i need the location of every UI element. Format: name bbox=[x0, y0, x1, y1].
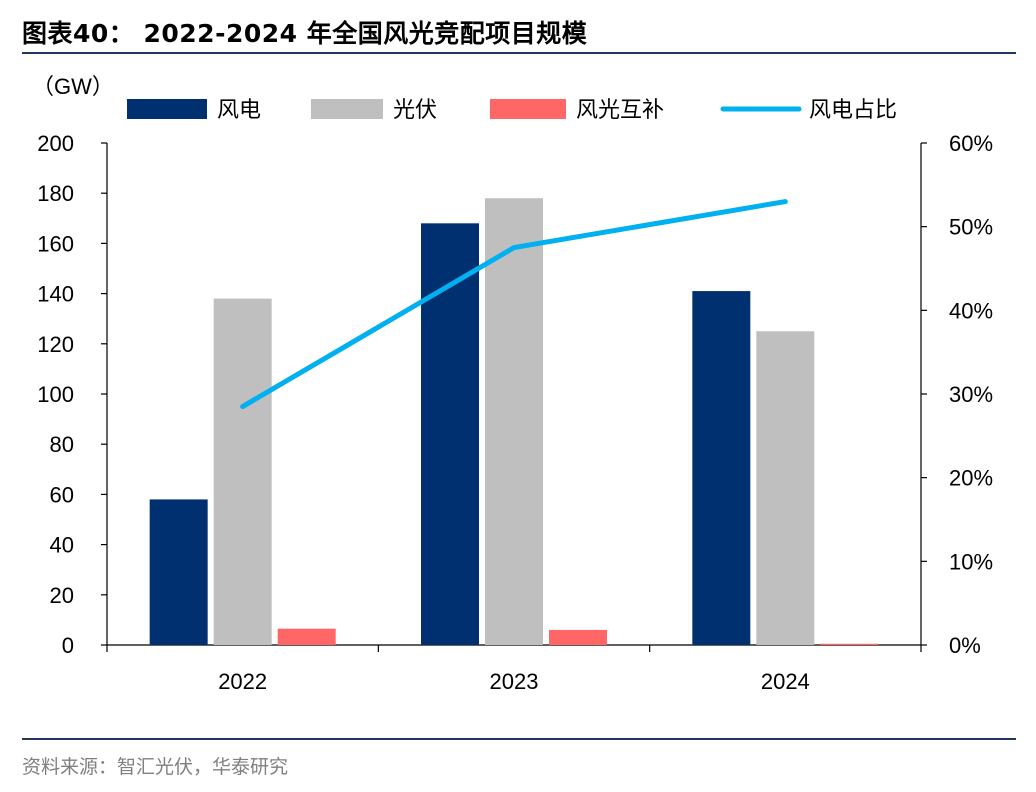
left-tick-label: 160 bbox=[37, 231, 74, 256]
legend-swatch-风电 bbox=[127, 99, 207, 119]
x-tick-label: 2023 bbox=[490, 669, 539, 694]
right-tick-label: 20% bbox=[949, 466, 993, 491]
right-tick-label: 30% bbox=[949, 382, 993, 407]
title-divider bbox=[22, 52, 1016, 54]
x-tick-label: 2024 bbox=[761, 669, 810, 694]
source-note: 资料来源：智汇光伏，华泰研究 bbox=[22, 756, 289, 778]
bar-光伏-2023 bbox=[485, 198, 543, 645]
legend: 风电 光伏 风光互补 风电占比 bbox=[127, 97, 897, 122]
legend-label-光伏: 光伏 bbox=[393, 97, 437, 122]
left-tick-label: 0 bbox=[62, 633, 74, 658]
bar-光伏-2022 bbox=[213, 298, 272, 645]
right-tick-label: 40% bbox=[949, 298, 993, 323]
x-tick-label: 2022 bbox=[218, 669, 267, 694]
legend-label-风光互补: 风光互补 bbox=[576, 97, 664, 122]
bar-风电-2024 bbox=[692, 291, 751, 645]
right-tick-label: 0% bbox=[949, 633, 981, 658]
lines bbox=[240, 199, 788, 410]
right-tick-label: 60% bbox=[949, 131, 993, 156]
left-tick-label: 40 bbox=[50, 533, 74, 558]
right-tick-label: 10% bbox=[949, 549, 993, 574]
legend-swatch-风光互补 bbox=[490, 99, 566, 119]
legend-label-风电: 风电 bbox=[217, 97, 261, 122]
source-divider bbox=[22, 738, 1016, 740]
left-tick-label: 140 bbox=[37, 282, 74, 307]
bar-风光互补-2023 bbox=[549, 629, 607, 645]
axis-labels: 0 20 40 60 80 100 120 140 160 180 200 0% 10% 20% 30% 40… bbox=[37, 131, 993, 694]
left-tick-label: 180 bbox=[37, 181, 74, 206]
bar-风电-2022 bbox=[149, 499, 208, 645]
page-title: 图表40： 2022-2024 年全国风光竞配项目规模 bbox=[22, 19, 588, 48]
left-tick-label: 60 bbox=[50, 482, 74, 507]
left-tick-label: 20 bbox=[50, 583, 74, 608]
right-tick-label: 50% bbox=[949, 215, 993, 240]
bars bbox=[149, 198, 879, 645]
bar-光伏-2024 bbox=[756, 331, 815, 645]
left-tick-label: 120 bbox=[37, 332, 74, 357]
left-axis-unit-label: （GW） bbox=[32, 74, 114, 99]
left-tick-label: 200 bbox=[37, 131, 74, 156]
bar-风光互补-2022 bbox=[277, 628, 336, 645]
legend-label-风电占比: 风电占比 bbox=[809, 97, 897, 122]
left-tick-label: 80 bbox=[50, 432, 74, 457]
left-tick-label: 100 bbox=[37, 382, 74, 407]
bar-风光互补-2024 bbox=[820, 643, 879, 645]
legend-swatch-光伏 bbox=[311, 99, 383, 119]
